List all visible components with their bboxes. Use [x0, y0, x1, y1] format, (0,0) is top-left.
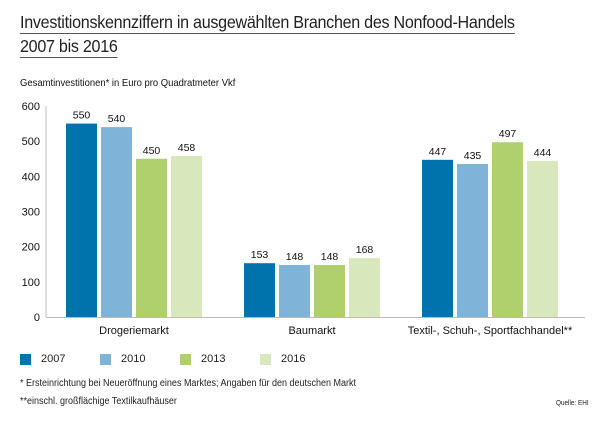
bar-2016 [171, 155, 202, 317]
y-tick-label: 600 [22, 101, 40, 113]
bar-2016 [349, 257, 380, 317]
legend-label: 2007 [41, 353, 66, 365]
legend-label: 2010 [121, 353, 146, 365]
footnote-1: * Ersteinrichtung bei Neueröffnung eines… [20, 378, 357, 389]
data-label: 550 [73, 110, 91, 122]
legend-label: 2016 [281, 353, 306, 365]
title-text-1: Investitionskennziffern in ausgewählten … [20, 12, 515, 34]
legend-swatch [100, 353, 111, 365]
legend-item-2007: 2007 [20, 353, 65, 365]
chart-title-line-1: Investitionskennziffern in ausgewählten … [20, 12, 515, 34]
footnote-2: **einschl. großflächige Textilkaufhäuser [20, 396, 177, 407]
chart-title-line-2: 2007 bis 2016 [20, 36, 118, 58]
y-tick-label: 0 [34, 312, 40, 324]
source-label: Quelle: EHI [556, 398, 589, 407]
legend-swatch [260, 353, 271, 365]
bar-2007 [244, 263, 275, 317]
y-tick-label: 400 [22, 171, 40, 183]
data-label: 148 [321, 251, 339, 263]
data-label: 450 [143, 145, 161, 157]
bar-2010 [101, 127, 132, 317]
legend-swatch [180, 353, 191, 365]
data-label: 458 [178, 142, 196, 154]
data-label: 447 [429, 146, 447, 158]
y-tick-label: 200 [22, 242, 40, 254]
bar-2016 [527, 160, 558, 317]
data-label: 497 [499, 128, 517, 140]
chart-subtitle: Gesamtinvestitionen* in Euro pro Quadrat… [20, 77, 236, 89]
legend-swatch [20, 353, 31, 365]
x-category-label: Baumarkt [288, 325, 335, 337]
y-tick-label: 500 [22, 136, 40, 148]
data-label: 444 [534, 147, 552, 159]
bar-2007 [422, 159, 453, 317]
data-label: 435 [464, 150, 482, 162]
bar-2013 [314, 264, 345, 317]
bar-2010 [457, 164, 488, 317]
data-label: 153 [251, 249, 269, 261]
data-label: 168 [356, 244, 374, 256]
legend-item-2016: 2016 [260, 353, 305, 365]
bar-chart: 0 100 200 300 400 500 600 550 540 450 458 Drogeriem… [22, 101, 585, 337]
bar-2007 [66, 123, 97, 317]
legend-item-2013: 2013 [180, 353, 225, 365]
y-tick-label: 100 [22, 277, 40, 289]
x-category-label: Drogeriemarkt [99, 325, 169, 337]
y-tick-label: 300 [22, 207, 40, 219]
data-label: 540 [108, 113, 126, 125]
legend-item-2010: 2010 [100, 353, 145, 365]
x-category-label: Textil-, Schuh-, Sportfachhandel** [408, 325, 573, 337]
legend-label: 2013 [201, 353, 226, 365]
bar-2013 [492, 142, 523, 317]
bar-2013 [136, 158, 167, 317]
bar-2010 [279, 264, 310, 317]
title-text-2: 2007 bis 2016 [20, 36, 118, 58]
data-label: 148 [286, 251, 304, 263]
